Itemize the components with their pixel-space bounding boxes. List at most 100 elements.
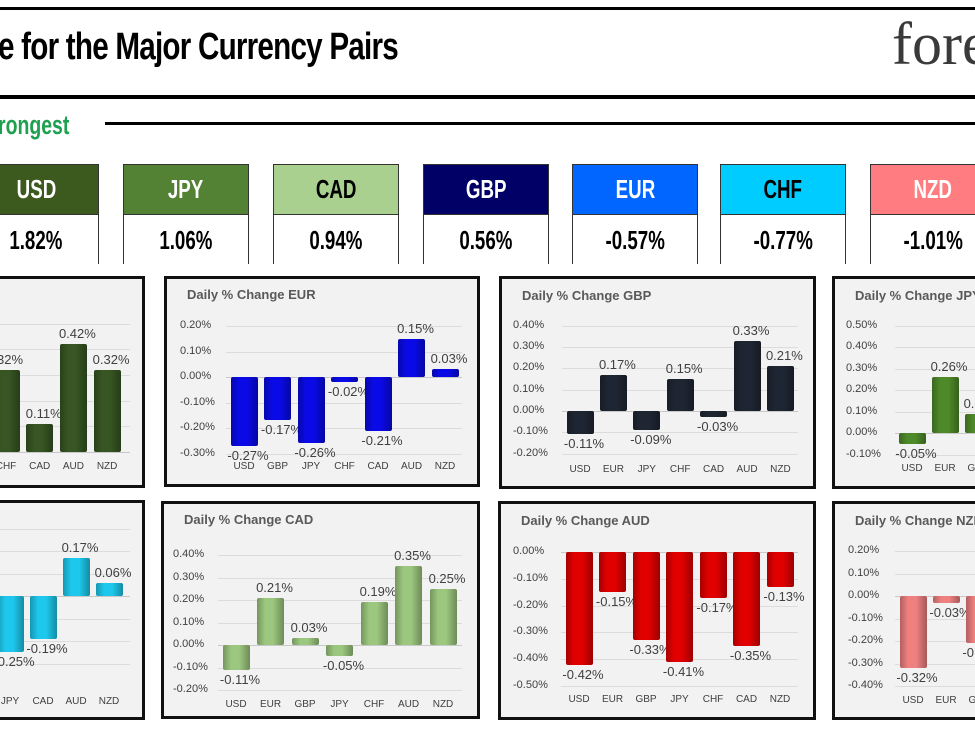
data-label: 0.17%: [598, 356, 636, 372]
data-label: -0.19%: [26, 640, 68, 656]
bar-nzd: [95, 582, 123, 596]
y-tick-label: -0.10%: [846, 448, 881, 460]
gridline: [218, 555, 462, 556]
bar-chf: [360, 602, 388, 645]
chart-title: Daily % Change AUD: [521, 513, 650, 528]
gridline: [895, 686, 975, 687]
y-tick-label: 0.40%: [846, 340, 878, 352]
bar-aud: [395, 566, 422, 645]
category-label: NZD: [770, 464, 791, 475]
data-label: -0.05%: [895, 445, 937, 461]
category-label: JPY: [301, 461, 321, 472]
bar-usd: [898, 433, 926, 444]
y-tick-label: 0.20%: [180, 319, 212, 331]
y-tick-label: -0.40%: [848, 679, 883, 691]
data-label: -0.35%: [729, 647, 772, 663]
chart-title: Daily % Change JPY: [855, 288, 975, 303]
bar-aud: [398, 338, 425, 377]
gridline: [895, 455, 975, 456]
currency-code-text: CHF: [763, 174, 803, 204]
data-label: 0.03%: [430, 351, 468, 367]
y-tick-label: 0.30%: [846, 362, 878, 374]
bar-usd: [230, 377, 258, 446]
data-label: -0.41%: [662, 663, 705, 679]
data-label: -0.11%: [219, 671, 261, 687]
y-tick-label: -0.10%: [513, 572, 548, 584]
y-tick-label: 0.20%: [846, 383, 878, 395]
currency-change: 1.82%: [0, 215, 98, 265]
gridline: [218, 600, 462, 601]
currency-change: -0.57%: [573, 215, 697, 265]
y-tick-label: 0.10%: [173, 616, 205, 628]
currency-box-jpy: JPY 1.06%: [123, 164, 249, 265]
bar-jpy: [0, 596, 24, 653]
bar-eur: [931, 377, 959, 433]
data-label: 32%: [0, 351, 24, 367]
bar-cad: [733, 552, 760, 646]
bar-cad: [29, 596, 57, 639]
bar-gbp: [632, 552, 660, 641]
data-label: 0.15%: [665, 361, 703, 377]
y-tick-label: 0.00%: [180, 370, 212, 382]
category-label: USD: [233, 461, 255, 472]
data-label: 0.32%: [92, 351, 130, 367]
data-label: -0.03%: [929, 604, 971, 620]
bar-eur: [599, 552, 626, 593]
bar-chf: [699, 552, 727, 598]
y-tick-label: 0.00%: [513, 545, 545, 557]
gridline: [895, 664, 975, 665]
gridline: [0, 551, 130, 552]
category-label: GBP: [294, 699, 316, 710]
currency-code-text: JPY: [168, 174, 204, 204]
chart-panel-gbp: [499, 276, 816, 489]
zero-line: [562, 411, 798, 412]
currency-box-cad: CAD 0.94%: [273, 164, 399, 265]
currency-change-text: -0.77%: [753, 224, 813, 255]
data-label: 0.33%: [732, 322, 770, 338]
category-label: USD: [568, 694, 590, 705]
currency-change-text: 0.56%: [459, 224, 513, 255]
currency-change: -1.01%: [871, 215, 975, 265]
y-tick-label: 0.50%: [846, 319, 878, 331]
gridline: [226, 326, 462, 327]
bar-aud: [59, 344, 87, 452]
data-label: 0.17%: [61, 539, 99, 555]
y-tick-label: 0.20%: [848, 544, 880, 556]
y-tick-label: 0.10%: [180, 345, 212, 357]
y-tick-label: 0.20%: [173, 593, 205, 605]
category-label: EUR: [602, 464, 624, 475]
bar-eur: [599, 374, 627, 411]
y-tick-label: 0.30%: [173, 571, 205, 583]
currency-change-text: 1.06%: [159, 224, 213, 255]
bar-jpy: [633, 411, 661, 431]
currency-code-text: USD: [16, 174, 56, 204]
zero-line: [895, 433, 975, 434]
category-label: EUR: [601, 694, 624, 705]
chart-title: Daily % Change GBP: [522, 288, 652, 303]
data-label: -0.33%: [629, 642, 671, 658]
y-tick-label: -0.30%: [180, 447, 215, 459]
gridline: [562, 347, 798, 348]
data-label: -0.32%: [896, 670, 938, 685]
currency-change: -0.77%: [721, 215, 845, 265]
chart-title: Daily % Change CAD: [184, 512, 314, 527]
gridline: [226, 454, 462, 455]
bar-eur: [257, 597, 284, 645]
bar-gbp: [964, 413, 975, 433]
gridline: [218, 623, 462, 624]
currency-code: CHF: [721, 165, 845, 215]
gridline: [226, 352, 462, 353]
bar-nzd: [93, 369, 121, 452]
ranking-label: rongest: [0, 110, 70, 140]
category-label: JPY: [330, 699, 349, 710]
data-label: -0.05%: [322, 658, 365, 674]
bar-gbp: [291, 638, 319, 645]
gridline: [562, 326, 798, 327]
category-label: USD: [902, 695, 924, 706]
category-label: CHF: [334, 461, 355, 472]
gridline: [0, 324, 130, 325]
data-label: 0.26%: [930, 359, 968, 375]
gridline: [0, 664, 130, 665]
bar-chf: [666, 379, 694, 411]
gridline: [218, 690, 462, 691]
